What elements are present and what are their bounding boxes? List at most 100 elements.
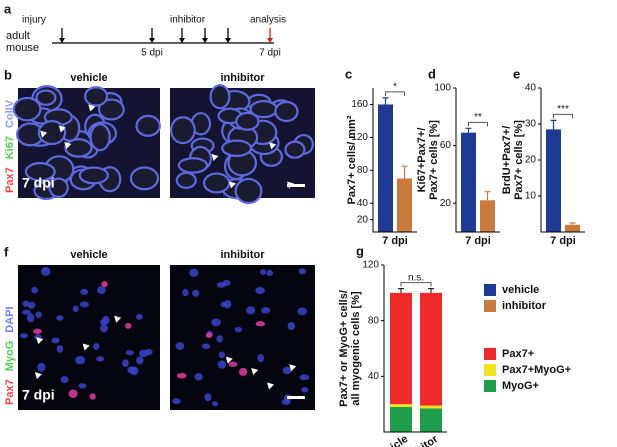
error-bar: [382, 97, 389, 105]
nucleus: [79, 301, 89, 308]
y-tick-label: 160: [351, 99, 368, 110]
timepoint: 7 dpi: [22, 175, 55, 191]
nucleus: [218, 351, 226, 359]
fiber: [64, 138, 93, 158]
nucleus: [96, 356, 105, 362]
arrowhead: [82, 343, 90, 351]
column-title: vehicle: [70, 72, 107, 84]
nucleus: [22, 300, 29, 307]
y-axis-label: Pax7+ or MyoG+ cells/: [338, 290, 350, 407]
nucleus: [122, 359, 129, 368]
micrograph: [170, 265, 315, 410]
nucleus: [80, 288, 89, 295]
channel-label: Pax7: [4, 379, 16, 405]
column-title: inhibitor: [221, 249, 266, 261]
arrowhead: [34, 372, 42, 380]
nucleus: [22, 309, 31, 315]
fiber: [78, 166, 109, 185]
y-axis-label: Pax7+ cells [%]: [513, 120, 525, 200]
timeline-label: 7 dpi: [259, 48, 281, 59]
nucleus: [35, 311, 42, 318]
nucleus: [216, 335, 223, 343]
nucleus: [234, 326, 243, 333]
timeline-arrowheads: [59, 38, 273, 43]
nucleus: [260, 269, 267, 275]
panel-label: d: [428, 66, 436, 81]
panel-label: c: [345, 66, 352, 81]
channel-label: ColIV: [4, 99, 16, 128]
charts: c Pax7+ cells/ mm² 20 40 80 120 160 7 dpi * vehic…: [338, 66, 585, 447]
y-tick-label: 120: [362, 260, 379, 271]
fiber: [97, 98, 125, 121]
legend-swatch: [484, 364, 496, 376]
nucleus: [204, 393, 212, 402]
nucleus: [101, 281, 108, 288]
arrowhead: [251, 367, 259, 375]
fiber: [12, 96, 42, 122]
arrowhead: [225, 356, 233, 364]
fiber: [235, 111, 260, 131]
legend-swatch: [484, 348, 496, 360]
nucleus: [172, 398, 181, 405]
significance: n.s.: [408, 272, 424, 283]
nucleus: [182, 288, 189, 297]
arrowhead: [269, 142, 277, 150]
nucleus: [228, 361, 238, 367]
y-tick-label: 10: [525, 191, 537, 202]
panel-label: e: [513, 66, 520, 81]
panel-label: g: [356, 243, 364, 258]
nucleus: [211, 318, 221, 327]
fiber: [84, 86, 109, 107]
significance-bracket: [553, 113, 573, 119]
timeline-label: adult: [6, 30, 30, 42]
nucleus: [255, 321, 265, 327]
column-title: vehicle: [70, 249, 107, 261]
legend-label: vehicle: [502, 284, 539, 296]
channel-label: Pax7: [4, 167, 16, 193]
x-tick-label: 7 dpi: [382, 235, 408, 247]
fiber: [234, 177, 263, 205]
y-tick-label: 40: [357, 198, 369, 209]
bar: [378, 104, 393, 232]
error-bar: [550, 119, 557, 130]
fiber: [284, 140, 306, 159]
error-bar: [484, 191, 491, 201]
bar: [565, 224, 580, 232]
legend-label: MyoG+: [502, 380, 539, 392]
nucleus: [145, 348, 153, 356]
nucleus: [32, 328, 42, 334]
axes: [455, 88, 500, 233]
nucleus: [75, 355, 86, 365]
fiber: [209, 84, 231, 110]
legend-swatch: [484, 300, 496, 312]
y-axis-label: Pax7+ cells/ mm²: [346, 115, 358, 204]
y-tick-label: 20: [440, 198, 452, 209]
bar: [480, 200, 495, 232]
y-tick-label: 60: [440, 140, 452, 151]
significance-bracket: [385, 91, 405, 96]
panel-label: f: [4, 244, 9, 259]
legend-label: Pax7+MyoG+: [502, 364, 571, 376]
fiber: [37, 120, 67, 146]
error-bar: [401, 165, 408, 179]
bar-segment: [390, 406, 412, 432]
nucleus: [41, 266, 51, 276]
nucleus: [175, 342, 185, 350]
bar-segment: [420, 292, 442, 406]
nucleus: [93, 343, 100, 350]
nucleus: [297, 307, 308, 316]
significance: **: [474, 112, 482, 123]
nucleus: [130, 366, 139, 376]
timeline: [52, 28, 274, 44]
significance: *: [393, 82, 397, 93]
x-tick-label: 7 dpi: [550, 235, 576, 247]
legend-swatch: [484, 380, 496, 392]
arrowhead: [36, 337, 44, 345]
y-tick-label: 80: [368, 315, 380, 326]
nucleus: [37, 362, 46, 372]
x-tick-label: vehicle: [373, 433, 410, 447]
nucleus: [301, 386, 309, 393]
legend-swatch: [484, 284, 496, 296]
arrowhead: [289, 364, 297, 372]
scale-bar: [287, 396, 305, 399]
